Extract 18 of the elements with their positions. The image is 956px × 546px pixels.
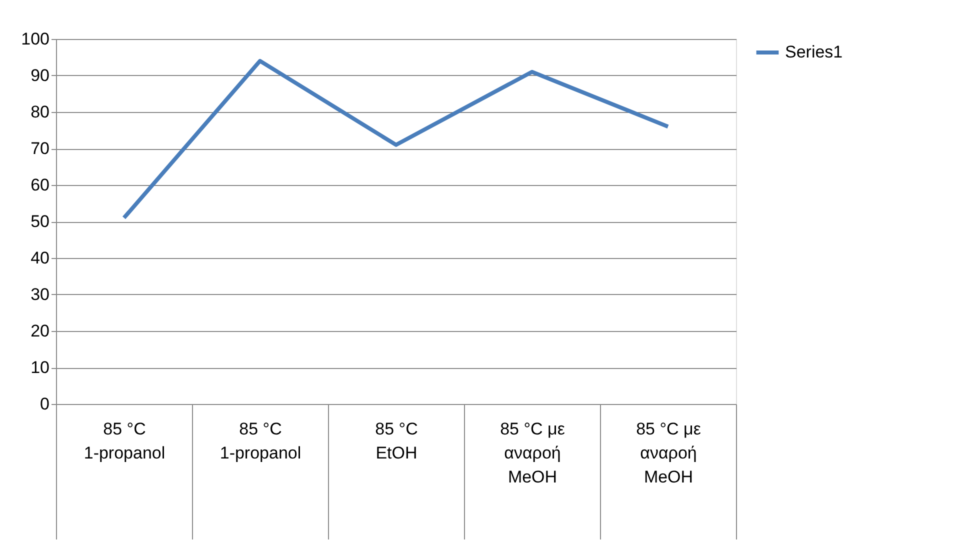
y-tick-label: 10 <box>30 358 50 377</box>
x-tick-label: 85 °C 1-propanol <box>84 420 166 462</box>
y-tick-label: 30 <box>30 285 50 304</box>
legend-label: Series1 <box>785 42 843 62</box>
y-tick-label: 70 <box>30 139 50 158</box>
y-tick-label: 100 <box>21 30 50 48</box>
y-tick-label: 50 <box>30 212 50 231</box>
x-tick-label: 85 °C με αναροή MeOH <box>636 420 702 486</box>
y-tick-label: 60 <box>30 176 50 194</box>
y-tick-label: 90 <box>30 66 50 85</box>
y-tick-label: 80 <box>30 102 50 122</box>
x-tick-label: 85 °C με αναροή MeOH <box>500 420 566 486</box>
y-tick-label: 20 <box>30 322 50 340</box>
y-tick-label: 40 <box>30 248 50 268</box>
y-tick-label: 0 <box>40 394 50 414</box>
x-tick-label: 85 °C EtOH <box>375 420 418 462</box>
line-series <box>122 58 670 220</box>
x-tick-label: 85 °C 1-propanol <box>220 420 302 462</box>
